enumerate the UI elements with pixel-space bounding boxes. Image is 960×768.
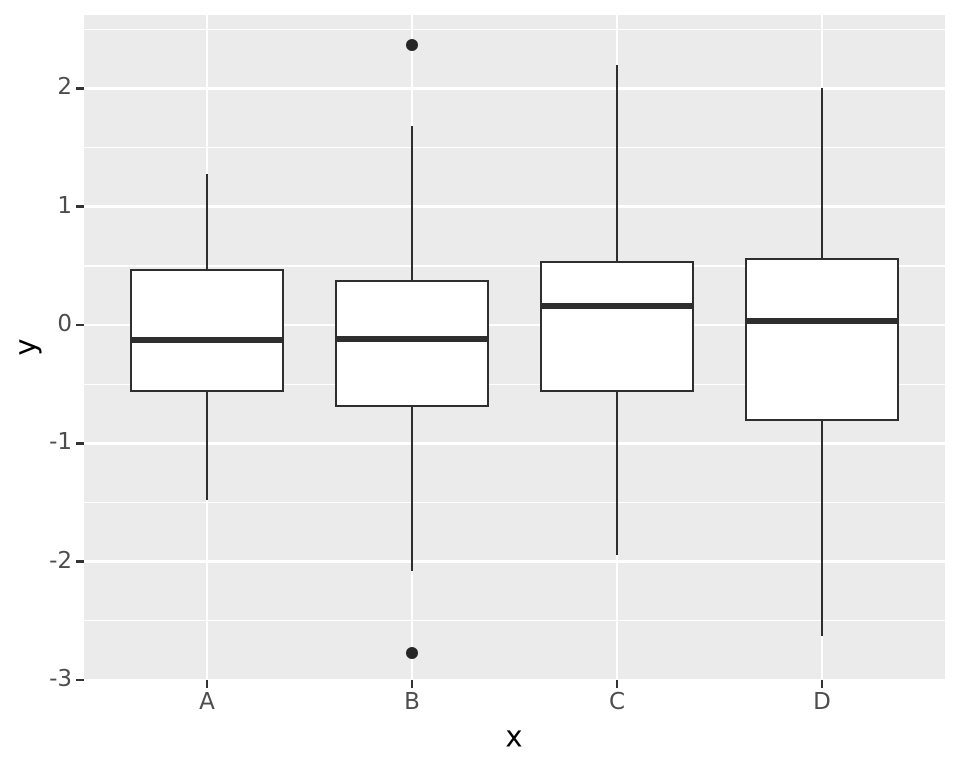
median-bar — [540, 303, 694, 310]
y-tick-label: -3 — [49, 666, 72, 693]
minor-gridline — [84, 620, 945, 622]
box-iqr — [745, 257, 899, 421]
x-tick-mark — [410, 680, 414, 688]
upper-whisker — [205, 173, 209, 270]
major-gridline — [84, 560, 945, 563]
x-axis-title: x — [505, 719, 523, 754]
y-tick-mark — [76, 323, 84, 327]
box-iqr — [335, 280, 489, 407]
x-tick-mark — [615, 680, 619, 688]
y-tick-label: 1 — [57, 192, 72, 219]
y-tick-mark — [76, 87, 84, 90]
major-gridline — [84, 442, 945, 445]
y-tick-mark — [76, 442, 84, 445]
outlier-point — [406, 38, 418, 51]
major-gridline — [84, 205, 945, 208]
x-tick-label: B — [404, 689, 420, 715]
major-gridline — [84, 323, 945, 327]
upper-whisker — [820, 88, 824, 258]
y-tick-mark — [76, 678, 84, 682]
y-tick-mark — [76, 560, 84, 563]
minor-gridline — [84, 265, 945, 267]
lower-whisker — [205, 392, 209, 501]
lower-whisker — [820, 420, 824, 637]
y-tick-label: -1 — [49, 429, 72, 456]
x-tick-label: D — [813, 689, 831, 715]
x-tick-mark — [205, 680, 209, 688]
x-tick-mark — [820, 680, 824, 688]
major-gridline — [84, 87, 945, 90]
minor-gridline — [84, 28, 945, 30]
box-iqr — [540, 261, 694, 393]
y-axis-title: y — [8, 338, 43, 356]
y-tick-label: 2 — [57, 74, 72, 101]
minor-gridline — [84, 383, 945, 385]
minor-gridline — [84, 501, 945, 504]
y-tick-mark — [76, 205, 84, 208]
lower-whisker — [615, 392, 619, 555]
median-bar — [335, 336, 489, 343]
y-tick-label: 0 — [57, 311, 72, 338]
y-tick-label: -2 — [49, 547, 72, 574]
upper-whisker — [410, 126, 414, 281]
median-bar — [130, 337, 284, 344]
major-gridline — [84, 678, 945, 680]
outlier-point — [406, 646, 418, 659]
lower-whisker — [410, 406, 414, 572]
minor-gridline — [84, 146, 945, 149]
x-tick-label: C — [608, 689, 626, 715]
x-tick-label: A — [199, 689, 215, 715]
upper-whisker — [615, 64, 619, 262]
median-bar — [745, 318, 899, 325]
box-iqr — [130, 269, 284, 393]
